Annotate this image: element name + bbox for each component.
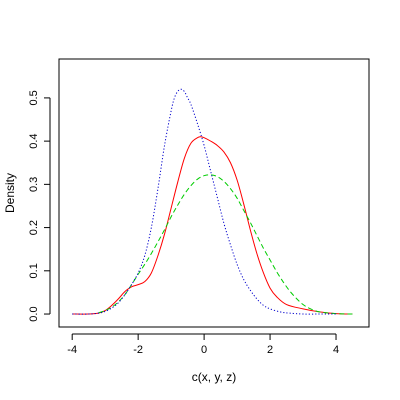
density-line-z xyxy=(72,88,337,315)
density-line-y xyxy=(98,174,353,315)
y-tick-label: 0.3 xyxy=(28,177,40,192)
series-layer xyxy=(72,88,353,315)
x-tick-label: -2 xyxy=(133,344,143,356)
x-axis-title: c(x, y, z) xyxy=(192,370,236,384)
x-tick-label: 4 xyxy=(333,344,339,356)
x-axis: -4 -2 0 2 4 xyxy=(67,333,339,356)
x-tick-label: -4 xyxy=(67,344,77,356)
x-tick-label: 0 xyxy=(201,344,207,356)
y-axis: 0.0 0.1 0.2 0.3 0.4 0.5 xyxy=(28,90,51,322)
density-line-x xyxy=(72,136,353,315)
y-tick-label: 0.4 xyxy=(28,133,40,148)
plot-frame xyxy=(58,58,370,328)
y-tick-label: 0.5 xyxy=(28,90,40,105)
y-tick-label: 0.1 xyxy=(28,263,40,278)
x-tick-label: 2 xyxy=(267,344,273,356)
y-axis-title: Density xyxy=(3,173,17,213)
y-tick-label: 0.2 xyxy=(28,220,40,235)
y-tick-label: 0.0 xyxy=(28,306,40,321)
